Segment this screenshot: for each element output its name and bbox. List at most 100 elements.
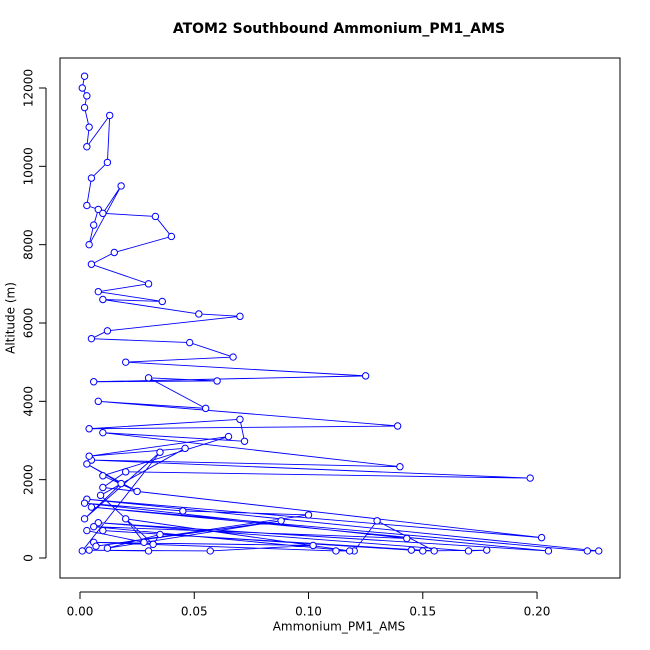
chart-title: ATOM2 Southbound Ammonium_PM1_AMS (173, 21, 505, 37)
data-point (583, 547, 592, 555)
data-point (167, 232, 176, 241)
data-point (236, 415, 244, 424)
data-point (80, 499, 89, 507)
y-tick-label: 8000 (22, 229, 36, 260)
data-point (80, 103, 89, 112)
x-tick-label: 0.20 (524, 605, 551, 619)
data-point (78, 84, 86, 92)
data-point (464, 547, 473, 555)
data-point (407, 546, 416, 554)
data-point (99, 295, 107, 304)
data-point (309, 541, 317, 550)
data-point (83, 526, 91, 535)
x-tick-label: 0.15 (409, 605, 436, 619)
data-point (80, 515, 89, 523)
data-point (122, 468, 130, 476)
data-line (81, 76, 599, 552)
data-point (156, 448, 164, 456)
y-tick-label: 4000 (22, 386, 36, 417)
data-point (419, 547, 427, 555)
data-point (213, 377, 221, 385)
data-point (373, 517, 381, 525)
y-tick-label: 2000 (22, 464, 36, 495)
data-point (236, 312, 244, 321)
data-point (83, 201, 91, 210)
data-point (117, 479, 125, 488)
data-point (122, 358, 130, 366)
data-point (156, 530, 164, 539)
data-point (90, 522, 98, 531)
data-point (92, 542, 100, 550)
data-point (110, 248, 118, 257)
data-point (85, 123, 93, 131)
data-point (85, 452, 93, 460)
data-point (224, 432, 233, 441)
data-point (144, 280, 153, 288)
data-point (403, 534, 411, 543)
y-tick-label: 12000 (22, 69, 36, 107)
data-point (87, 503, 96, 511)
y-tick-label: 0 (22, 554, 36, 562)
data-point (99, 526, 107, 535)
data-point (87, 174, 96, 182)
data-point (122, 515, 130, 523)
data-point (99, 472, 107, 480)
data-point (396, 463, 404, 471)
x-axis-label: Ammonium_PM1_AMS (273, 620, 406, 634)
data-point (103, 544, 112, 552)
data-point (99, 428, 107, 437)
x-tick-label: 0.05 (181, 605, 208, 619)
data-point (94, 287, 102, 296)
data-point (78, 547, 86, 555)
data-point (595, 547, 603, 555)
data-point (544, 547, 553, 555)
data-point (195, 310, 203, 318)
data-point (80, 72, 89, 80)
y-tick-label: 6000 (22, 308, 36, 339)
data-point (85, 240, 93, 249)
data-point (117, 182, 125, 190)
data-point (87, 260, 96, 268)
data-point (151, 212, 160, 221)
data-point (304, 511, 313, 519)
data-point (85, 546, 93, 554)
x-tick-label: 0.10 (295, 605, 322, 619)
data-point (94, 397, 102, 406)
data-point (94, 519, 102, 527)
data-point (96, 491, 105, 500)
data-point (85, 425, 93, 433)
data-point (158, 297, 166, 306)
data-point (106, 111, 114, 120)
data-point (185, 338, 194, 347)
data-point (483, 546, 491, 554)
data-point (345, 547, 354, 555)
data-point (181, 444, 189, 453)
data-point (277, 517, 285, 525)
data-point (99, 209, 107, 218)
data-point (103, 158, 112, 167)
y-axis-label: Altitude (m) (4, 282, 18, 354)
data-point (140, 538, 148, 547)
data-point (537, 533, 546, 542)
data-point (90, 378, 98, 386)
data-point (430, 547, 438, 555)
data-point (94, 205, 102, 214)
data-point (361, 372, 370, 380)
data-point (133, 487, 141, 496)
data-point (393, 422, 402, 430)
data-point (87, 334, 96, 343)
plot-frame (59, 57, 621, 579)
data-point (90, 221, 98, 229)
data-point (83, 143, 91, 151)
data-point (149, 540, 157, 548)
data-point (206, 547, 214, 555)
data-point (201, 404, 210, 413)
data-point (103, 327, 112, 335)
data-point (240, 437, 249, 445)
data-point (229, 353, 237, 361)
x-tick-label: 0.00 (67, 605, 94, 619)
data-point (179, 507, 187, 515)
data-point (526, 474, 534, 482)
